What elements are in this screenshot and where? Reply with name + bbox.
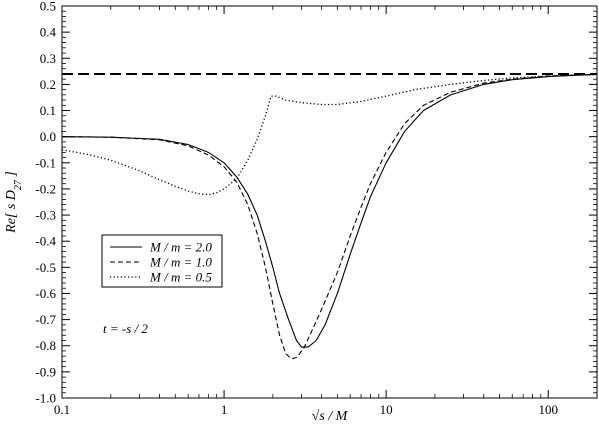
legend-label-2: M / m = 1.0	[149, 255, 212, 270]
legend-label-1: M / m = 2.0	[149, 240, 212, 255]
x-tick-label: 100	[538, 402, 558, 417]
y-axis-title-end: ]	[4, 171, 19, 180]
y-tick-label: 0.4	[40, 25, 57, 40]
y-tick-label: -0.8	[35, 338, 56, 353]
y-tick-label: -0.9	[35, 364, 56, 379]
y-tick-label: -0.6	[35, 286, 56, 301]
series-line-1	[61, 73, 598, 348]
y-tick-label: -0.1	[35, 155, 56, 170]
series-line-2	[61, 73, 598, 360]
y-tick-label: -0.5	[35, 260, 56, 275]
tick-labels: 0.5 0.4 0.3 0.2 0.1 0.0 -0.1 -0.2 -0.3 -0.4 -0.5 -0…	[35, 0, 558, 417]
ticks-layer	[61, 5, 597, 399]
plot-frame	[61, 5, 598, 399]
legend-box	[101, 234, 223, 288]
annotation-t-value: t = -s / 2	[103, 321, 148, 336]
legend-label-3: M / m = 0.5	[149, 270, 212, 285]
x-tick-label: 0.1	[54, 402, 70, 417]
y-tick-label: 0.0	[40, 129, 56, 144]
y-axis-title-subscript: 27	[13, 179, 24, 190]
y-axis-title: Re[ s D27 ]	[4, 171, 24, 234]
y-tick-label: -0.4	[35, 234, 56, 249]
y-tick-label: -0.7	[35, 312, 56, 327]
y-tick-label: -0.2	[35, 181, 56, 196]
y-tick-label: 0.1	[40, 103, 56, 118]
x-axis-title: √s / M	[312, 409, 349, 424]
y-axis-title-main: Re[ s D	[4, 190, 19, 234]
y-tick-label: 0.3	[40, 51, 56, 66]
x-tick-label: 10	[380, 402, 393, 417]
y-tick-label: 0.5	[40, 0, 56, 14]
y-tick-label: 0.2	[40, 77, 56, 92]
legend: M / m = 2.0M / m = 1.0M / m = 0.5	[101, 234, 223, 288]
x-tick-label: 1	[221, 402, 228, 417]
series-line-3	[61, 73, 598, 196]
y-tick-label: -0.3	[35, 208, 56, 223]
y-tick-label: -1.0	[35, 391, 56, 406]
plot-lines	[61, 73, 598, 360]
